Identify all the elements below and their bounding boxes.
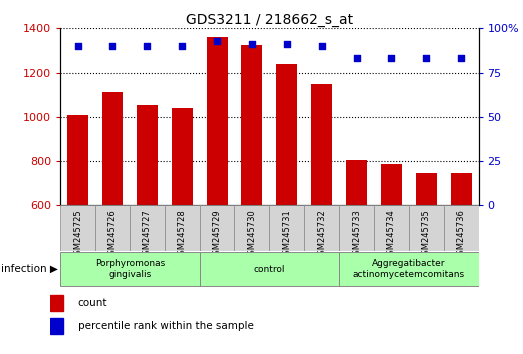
- FancyBboxPatch shape: [339, 205, 374, 251]
- FancyBboxPatch shape: [200, 252, 339, 286]
- Text: control: control: [254, 264, 285, 274]
- FancyBboxPatch shape: [304, 205, 339, 251]
- Bar: [172, 108, 192, 205]
- FancyBboxPatch shape: [95, 205, 130, 251]
- FancyBboxPatch shape: [339, 252, 479, 286]
- FancyBboxPatch shape: [444, 205, 479, 251]
- FancyBboxPatch shape: [60, 252, 200, 286]
- FancyBboxPatch shape: [130, 205, 165, 251]
- FancyBboxPatch shape: [165, 205, 200, 251]
- FancyBboxPatch shape: [409, 205, 444, 251]
- Bar: [381, 164, 402, 205]
- Bar: [242, 45, 263, 205]
- Bar: [102, 92, 123, 205]
- Text: percentile rank within the sample: percentile rank within the sample: [77, 321, 254, 331]
- Point: [213, 38, 221, 44]
- FancyBboxPatch shape: [60, 205, 95, 251]
- Bar: [346, 160, 367, 205]
- Point: [353, 56, 361, 61]
- Bar: [137, 105, 158, 205]
- Point: [73, 43, 82, 49]
- FancyBboxPatch shape: [200, 205, 234, 251]
- Text: Porphyromonas
gingivalis: Porphyromonas gingivalis: [95, 259, 165, 279]
- Text: GSM245732: GSM245732: [317, 209, 326, 260]
- Text: GSM245734: GSM245734: [387, 209, 396, 260]
- Text: GSM245726: GSM245726: [108, 209, 117, 260]
- Bar: [50, 318, 63, 334]
- Point: [317, 43, 326, 49]
- Text: GSM245735: GSM245735: [422, 209, 431, 260]
- Point: [387, 56, 395, 61]
- Bar: [311, 84, 332, 205]
- FancyBboxPatch shape: [374, 205, 409, 251]
- Point: [422, 56, 430, 61]
- Bar: [416, 173, 437, 205]
- Text: GSM245731: GSM245731: [282, 209, 291, 260]
- FancyBboxPatch shape: [269, 205, 304, 251]
- Text: GSM245729: GSM245729: [212, 209, 222, 259]
- Bar: [67, 115, 88, 205]
- Title: GDS3211 / 218662_s_at: GDS3211 / 218662_s_at: [186, 13, 353, 27]
- Text: infection ▶: infection ▶: [1, 264, 58, 274]
- FancyBboxPatch shape: [234, 205, 269, 251]
- Text: GSM245730: GSM245730: [247, 209, 256, 260]
- Point: [248, 41, 256, 47]
- Text: GSM245727: GSM245727: [143, 209, 152, 260]
- Text: GSM245736: GSM245736: [457, 209, 465, 260]
- Bar: [50, 295, 63, 311]
- Text: Aggregatibacter
actinomycetemcomitans: Aggregatibacter actinomycetemcomitans: [353, 259, 465, 279]
- Bar: [451, 172, 472, 205]
- Bar: [207, 37, 228, 205]
- Text: GSM245733: GSM245733: [352, 209, 361, 260]
- Text: GSM245728: GSM245728: [178, 209, 187, 260]
- Text: count: count: [77, 298, 107, 308]
- Point: [282, 41, 291, 47]
- Point: [143, 43, 152, 49]
- Point: [457, 56, 465, 61]
- Bar: [276, 64, 297, 205]
- Point: [178, 43, 186, 49]
- Text: GSM245725: GSM245725: [73, 209, 82, 259]
- Point: [108, 43, 117, 49]
